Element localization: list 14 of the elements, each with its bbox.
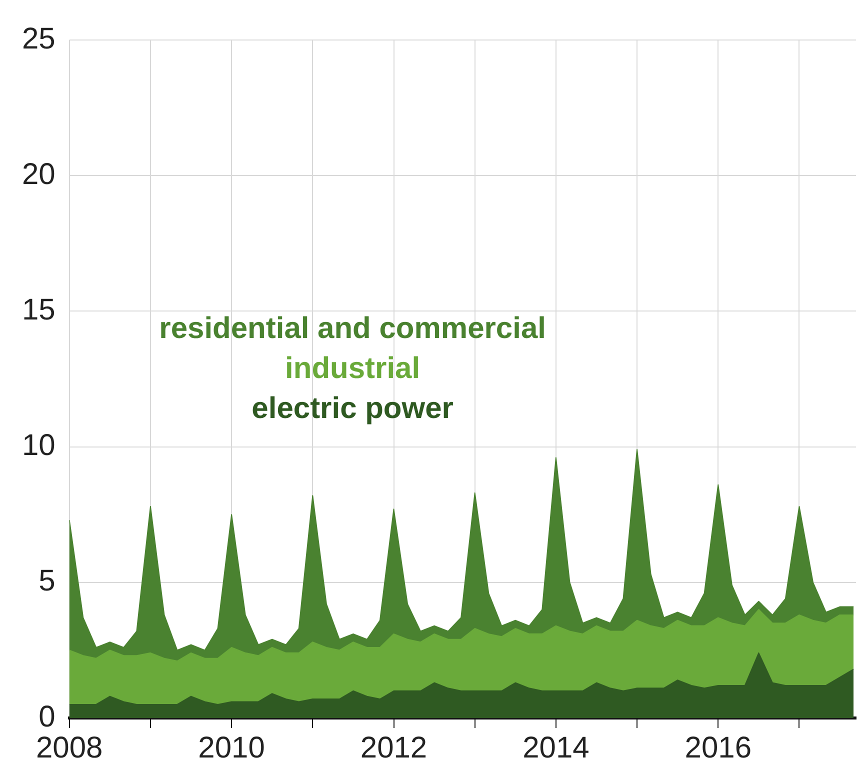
text: electric power (252, 392, 454, 425)
text: residential and commercial (159, 312, 546, 345)
x-tick-label: 2008 (36, 731, 103, 764)
y-tick-label: 25 (22, 22, 56, 56)
x-tick-label: 2010 (198, 731, 265, 764)
x-tick-label: 2016 (684, 731, 752, 764)
y-tick-label: 0 (38, 700, 56, 734)
y-tick-label: 20 (22, 158, 56, 191)
y-tick-label: 5 (38, 564, 56, 598)
x-tick-label: 2014 (522, 731, 590, 764)
y-tick-label: 15 (22, 293, 56, 326)
y-tick-label: 10 (22, 429, 56, 462)
text: industrial (285, 352, 420, 385)
x-tick-label: 2012 (360, 731, 428, 764)
